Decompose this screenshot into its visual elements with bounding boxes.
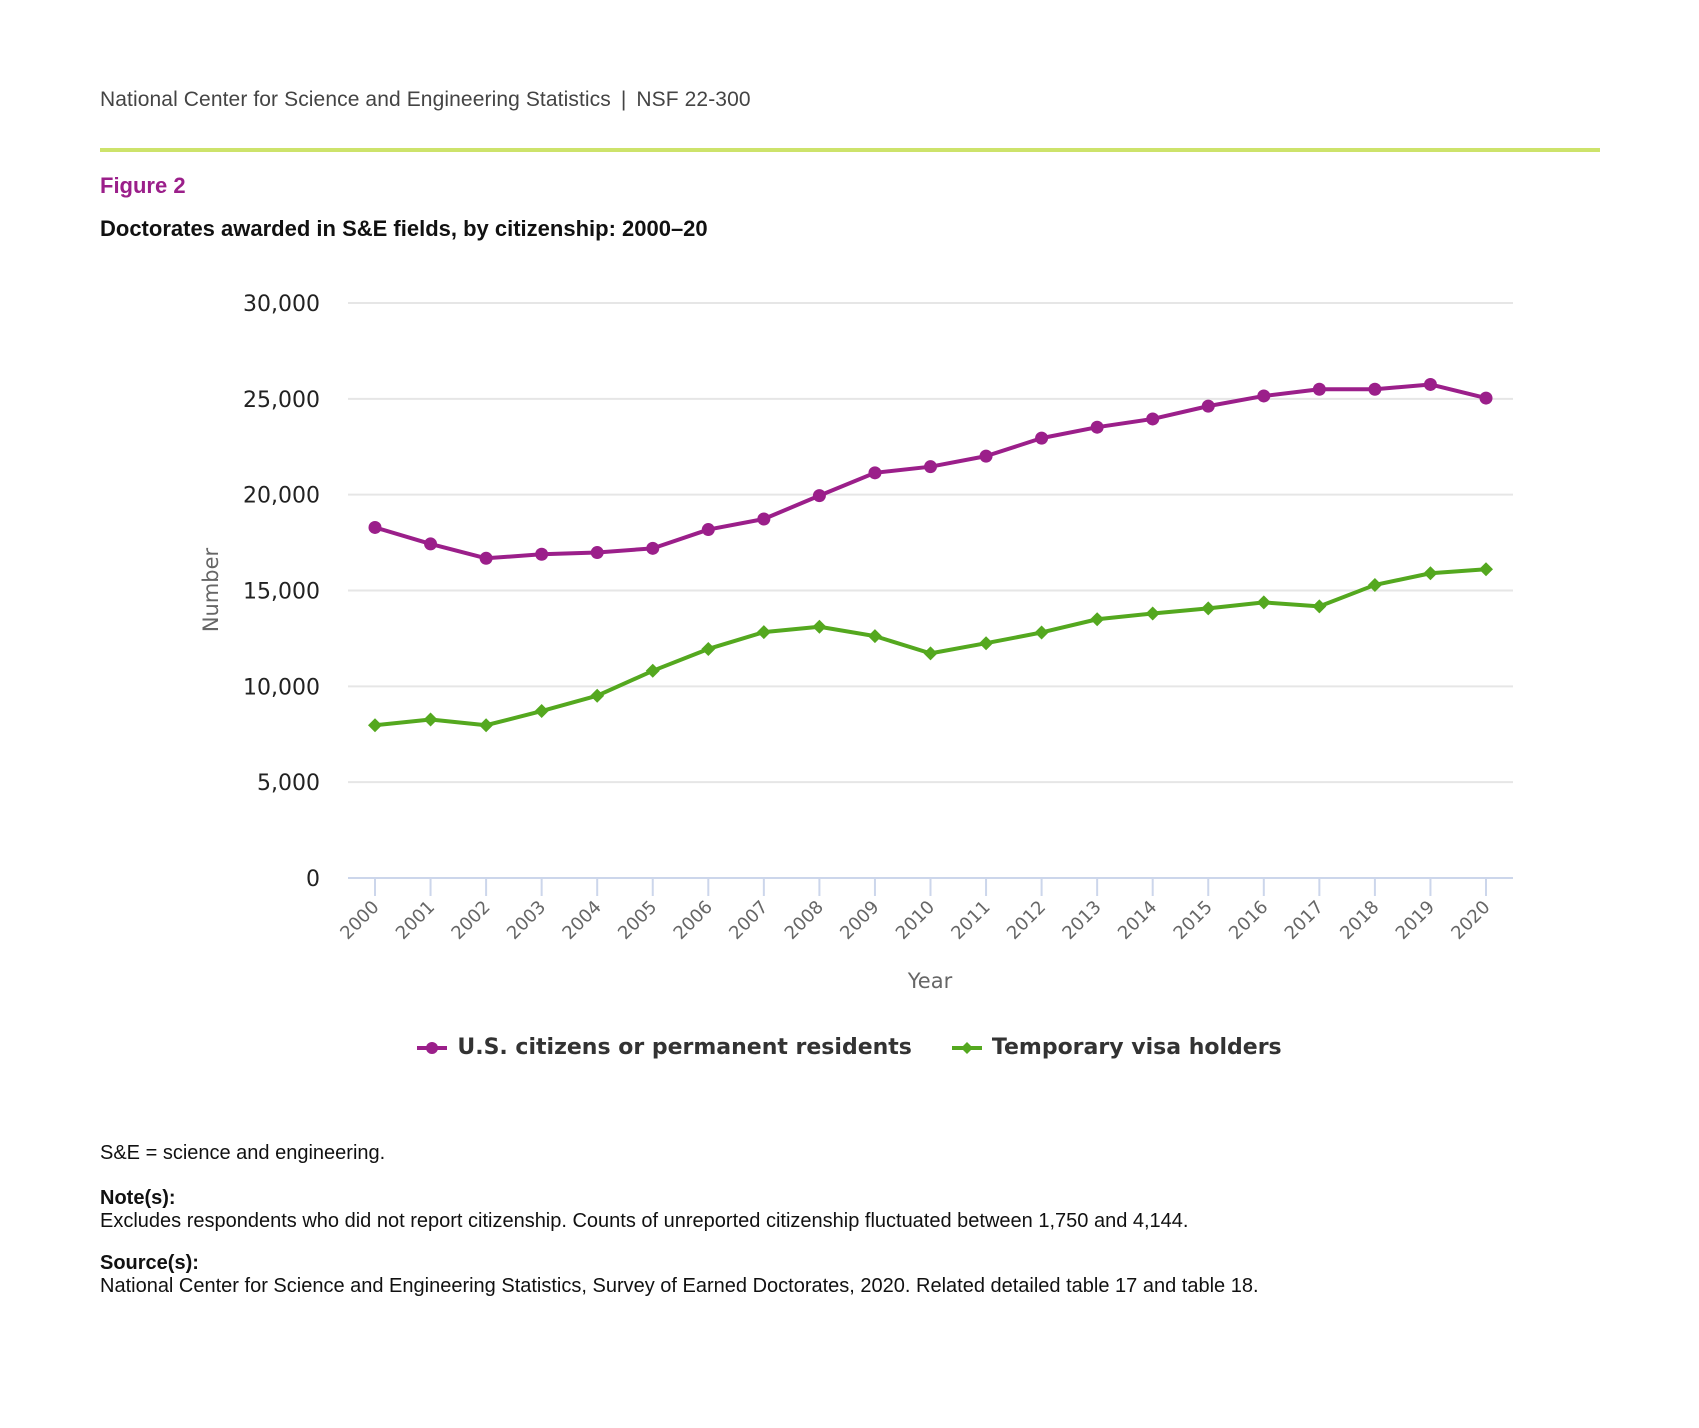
data-point	[424, 537, 438, 551]
legend-diamond-marker-icon	[951, 1041, 982, 1054]
data-point	[590, 688, 605, 703]
footnotes: S&E = science and engineering. Note(s): …	[100, 1142, 1259, 1317]
data-point	[1090, 420, 1104, 434]
x-tick-label: 2008	[781, 897, 828, 944]
data-point	[645, 663, 660, 678]
data-point	[423, 712, 438, 727]
data-point	[979, 449, 993, 463]
data-point	[1479, 391, 1493, 405]
series-us-citizens	[368, 377, 1493, 565]
data-point	[479, 718, 494, 733]
y-tick-label: 10,000	[243, 675, 320, 700]
legend-label-us-citizens: U.S. citizens or permanent residents	[457, 1035, 912, 1060]
header-org: National Center for Science and Engineer…	[100, 88, 611, 111]
data-point	[534, 704, 549, 719]
x-tick-label: 2011	[947, 897, 994, 944]
x-tick-label: 2016	[1225, 897, 1272, 944]
data-point	[368, 718, 382, 733]
legend-label-temporary-visa: Temporary visa holders	[991, 1035, 1282, 1060]
series-group	[368, 377, 1493, 733]
data-point	[1423, 566, 1438, 581]
data-point	[868, 466, 882, 480]
data-point	[590, 546, 604, 560]
x-tick-label: 2019	[1392, 897, 1439, 944]
data-point	[1257, 389, 1271, 403]
data-point	[1035, 431, 1049, 445]
data-point	[1367, 577, 1382, 592]
y-tick-label: 20,000	[243, 484, 320, 509]
x-tick-label: 2013	[1058, 897, 1105, 944]
abbreviation-note: S&E = science and engineering.	[100, 1142, 386, 1164]
data-point	[757, 512, 771, 526]
data-point	[1201, 601, 1216, 616]
x-tick-label: 2018	[1336, 897, 1383, 944]
x-tick-label: 2015	[1170, 897, 1217, 944]
chart-legend: U.S. citizens or permanent residents Tem…	[0, 1035, 1699, 1060]
data-point	[1145, 606, 1160, 621]
data-point	[701, 641, 716, 656]
y-tick-label: 25,000	[243, 388, 320, 413]
x-tick-label: 2009	[836, 897, 883, 944]
data-point	[1034, 625, 1049, 640]
x-tick-label: 2004	[558, 897, 605, 944]
y-axis-ticks: 0 5,000 10,000 15,000 20,000 25,000 30,000	[243, 292, 320, 892]
data-point	[924, 460, 937, 474]
figure-title: Doctorates awarded in S&E fields, by cit…	[100, 216, 708, 241]
header-report-id: NSF 22-300	[636, 88, 751, 111]
header-separator: |	[620, 88, 627, 111]
series-temporary-visa	[368, 562, 1493, 733]
y-tick-label: 15,000	[243, 580, 320, 605]
y-tick-label: 5,000	[257, 771, 320, 796]
data-point	[1479, 562, 1493, 577]
x-tick-label: 2017	[1281, 897, 1328, 944]
data-point	[979, 636, 994, 651]
header-divider	[100, 148, 1600, 152]
x-tick-label: 2006	[670, 897, 717, 944]
data-point	[1201, 399, 1215, 413]
legend-item-temporary-visa[interactable]: Temporary visa holders	[951, 1035, 1282, 1060]
x-tick-label: 2010	[892, 897, 939, 944]
notes-text: Excludes respondents who did not report …	[100, 1210, 1189, 1232]
data-point	[812, 489, 826, 503]
data-point	[1312, 382, 1326, 396]
data-point	[756, 625, 771, 640]
sources-heading: Source(s):	[100, 1252, 199, 1274]
y-axis-label: Number	[199, 547, 223, 632]
data-point	[867, 629, 882, 644]
data-point	[368, 520, 382, 534]
legend-item-us-citizens[interactable]: U.S. citizens or permanent residents	[417, 1035, 912, 1060]
data-point	[479, 551, 493, 565]
x-axis-label: Year	[907, 969, 953, 993]
data-point	[701, 523, 715, 537]
data-point	[1146, 412, 1160, 426]
x-tick-label: 2003	[503, 897, 550, 944]
data-point	[923, 646, 938, 661]
x-tick-label: 2001	[392, 897, 439, 944]
report-header: National Center for Science and Engineer…	[100, 88, 751, 112]
x-tick-label: 2007	[725, 897, 772, 944]
y-tick-label: 0	[306, 867, 320, 892]
x-tick-label: 2000	[336, 897, 383, 944]
x-tick-label: 2014	[1114, 897, 1161, 944]
data-point	[535, 547, 549, 561]
x-axis: 2000 2001 2002 2003 2004 2005 2006 2007 2008 2009…	[336, 877, 1513, 944]
x-tick-label: 2020	[1447, 897, 1494, 944]
data-point	[646, 541, 660, 555]
gridlines	[348, 302, 1513, 784]
x-tick-label: 2005	[614, 897, 661, 944]
data-point	[812, 619, 827, 634]
figure-label: Figure 2	[100, 173, 186, 198]
notes-heading: Note(s):	[100, 1187, 176, 1209]
x-tick-label: 2002	[447, 897, 494, 944]
data-point	[1423, 377, 1437, 391]
data-point	[1368, 382, 1382, 396]
x-tick-label: 2012	[1003, 897, 1050, 944]
data-point	[1256, 595, 1271, 610]
data-point	[1090, 612, 1105, 627]
legend-circle-marker-icon	[417, 1041, 448, 1054]
sources-text: National Center for Science and Engineer…	[100, 1275, 1259, 1297]
y-tick-label: 30,000	[243, 292, 320, 317]
data-point	[1312, 599, 1327, 614]
